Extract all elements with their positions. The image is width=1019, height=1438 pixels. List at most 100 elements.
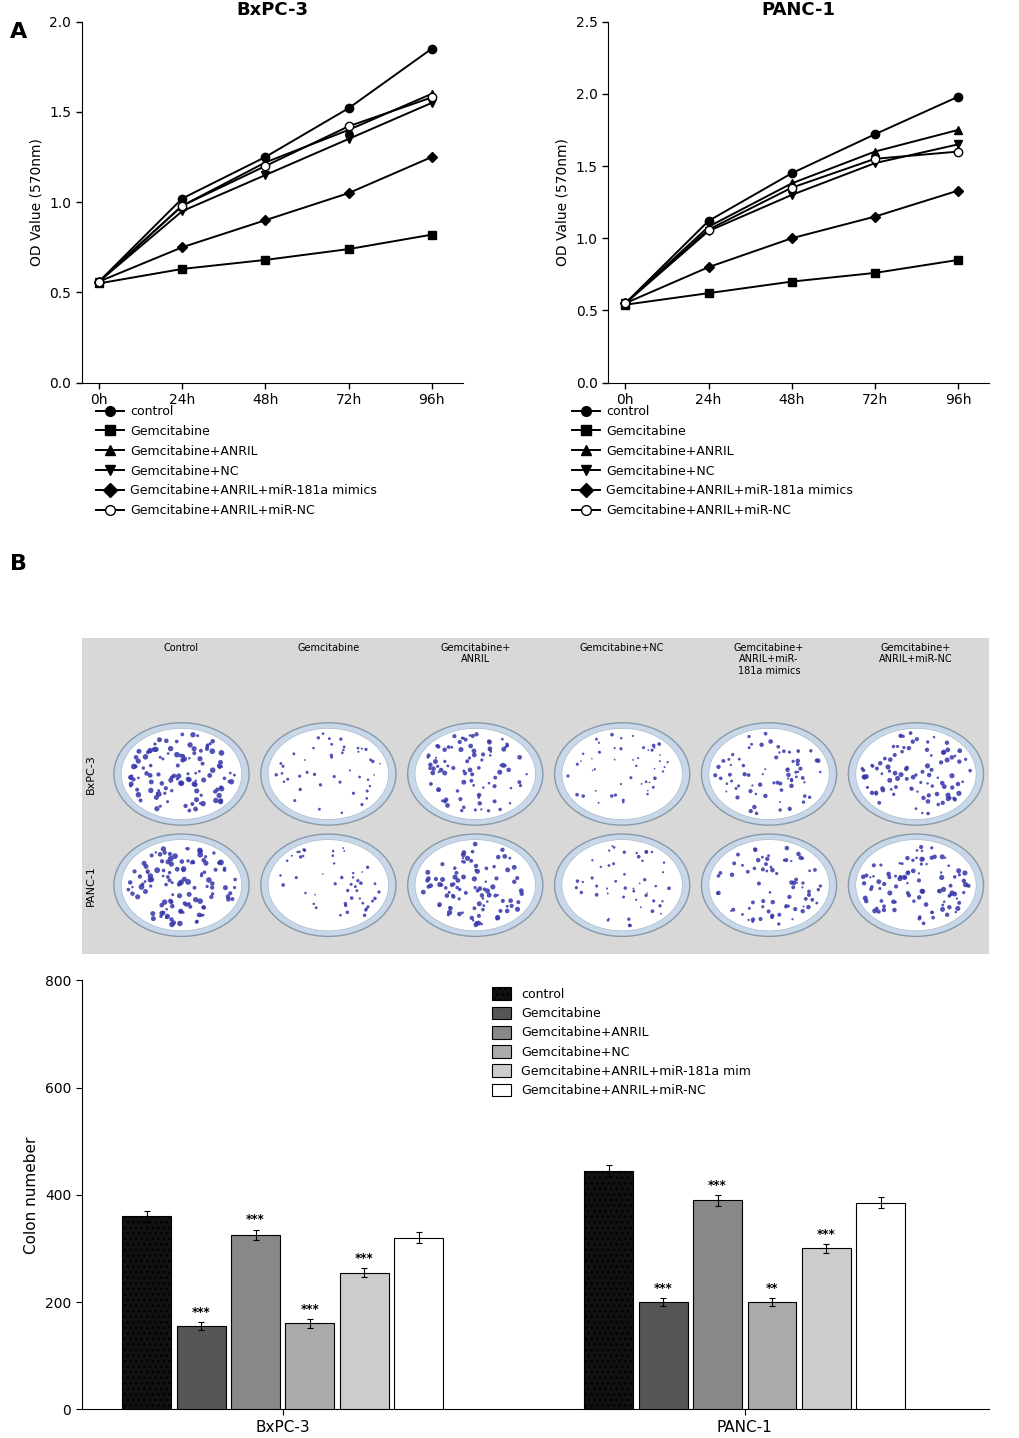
- Circle shape: [121, 728, 242, 820]
- Point: [744, 774, 760, 797]
- Point: [628, 841, 644, 864]
- Point: [782, 798, 798, 821]
- Point: [371, 752, 387, 775]
- Point: [481, 738, 497, 761]
- Point: [142, 764, 158, 787]
- Point: [639, 779, 655, 802]
- Point: [324, 844, 340, 867]
- Point: [162, 890, 178, 913]
- Point: [333, 801, 350, 824]
- Point: [436, 762, 452, 785]
- Point: [781, 886, 797, 909]
- Point: [181, 733, 198, 756]
- Point: [500, 758, 517, 781]
- Point: [212, 789, 228, 812]
- Point: [862, 877, 878, 900]
- Point: [603, 785, 620, 808]
- Point: [310, 726, 326, 749]
- Point: [722, 769, 739, 792]
- Point: [934, 741, 951, 764]
- Point: [273, 762, 289, 785]
- Point: [467, 833, 483, 856]
- Point: [893, 741, 909, 764]
- Point: [857, 864, 873, 887]
- Point: [942, 883, 958, 906]
- Point: [785, 749, 801, 772]
- Point: [489, 907, 505, 930]
- Point: [297, 749, 313, 772]
- Point: [886, 899, 902, 922]
- Point: [897, 758, 913, 781]
- Point: [780, 766, 796, 789]
- Point: [453, 800, 470, 823]
- Point: [606, 736, 623, 759]
- Point: [173, 772, 190, 795]
- Point: [919, 789, 935, 812]
- Point: [794, 766, 810, 789]
- Point: [723, 863, 740, 886]
- Point: [171, 912, 187, 935]
- Point: [180, 768, 197, 791]
- Point: [154, 772, 170, 795]
- Point: [194, 864, 210, 887]
- Point: [454, 866, 471, 889]
- Point: [185, 742, 202, 765]
- Point: [741, 897, 757, 920]
- Point: [488, 867, 504, 890]
- Point: [794, 871, 810, 894]
- Point: [161, 869, 177, 892]
- Point: [634, 850, 650, 873]
- Point: [753, 733, 769, 756]
- Point: [622, 915, 638, 938]
- Point: [163, 853, 179, 876]
- Point: [744, 892, 760, 915]
- Point: [140, 861, 156, 884]
- Point: [900, 736, 916, 759]
- Point: [173, 870, 190, 893]
- Point: [508, 867, 525, 890]
- Point: [151, 779, 167, 802]
- Point: [122, 766, 139, 789]
- Point: [746, 795, 762, 818]
- Bar: [122, 1217, 171, 1409]
- Point: [603, 723, 620, 746]
- Point: [645, 890, 661, 913]
- Point: [650, 732, 666, 755]
- Point: [709, 864, 726, 887]
- Point: [747, 838, 763, 861]
- Point: [323, 743, 339, 766]
- Point: [192, 748, 208, 771]
- Point: [193, 784, 209, 807]
- Point: [767, 861, 784, 884]
- Point: [789, 749, 805, 772]
- Point: [910, 886, 926, 909]
- Point: [204, 883, 220, 906]
- Point: [945, 787, 961, 810]
- Point: [768, 771, 785, 794]
- Point: [489, 906, 505, 929]
- Point: [205, 729, 221, 752]
- Point: [272, 752, 288, 775]
- Point: [466, 743, 482, 766]
- Point: [179, 768, 196, 791]
- Point: [466, 897, 482, 920]
- Point: [899, 861, 915, 884]
- Point: [875, 873, 892, 896]
- Circle shape: [114, 834, 249, 936]
- Point: [929, 792, 946, 815]
- Point: [133, 876, 150, 899]
- Point: [787, 761, 803, 784]
- Point: [471, 905, 487, 928]
- Point: [856, 887, 872, 910]
- Point: [899, 847, 915, 870]
- Point: [907, 797, 923, 820]
- Point: [125, 755, 142, 778]
- Point: [185, 851, 202, 874]
- Point: [628, 755, 644, 778]
- Point: [189, 910, 205, 933]
- Point: [339, 900, 356, 923]
- Text: ***: ***: [653, 1281, 672, 1294]
- Point: [935, 775, 952, 798]
- Point: [640, 739, 656, 762]
- Point: [169, 754, 185, 777]
